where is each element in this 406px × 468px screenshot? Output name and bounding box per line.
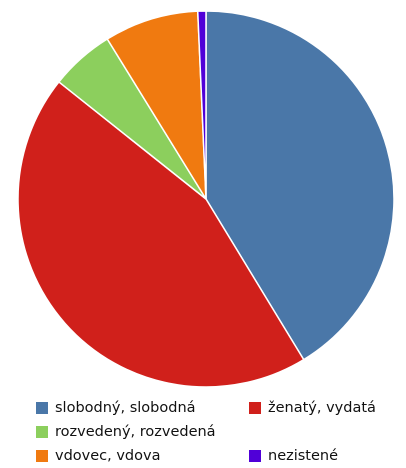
- slice-vdovec: [106, 10, 207, 200]
- legend-label-nezistene: nezistené: [268, 448, 339, 464]
- legend-item-rozvedeny: rozvedený, rozvedená: [36, 422, 216, 442]
- legend-label-rozvedeny: rozvedený, rozvedená: [55, 424, 216, 440]
- legend-label-vdovec: vdovec, vdova: [55, 448, 161, 464]
- legend-item-nezistene: nezistené: [249, 446, 338, 466]
- legend: slobodný, slobodná ženatý, vydatá rozved…: [0, 393, 406, 468]
- legend-swatch-zenaty: [249, 402, 261, 414]
- legend-swatch-vdovec: [36, 450, 48, 462]
- legend-label-zenaty: ženatý, vydatá: [268, 400, 376, 416]
- slice-nezistene: [196, 10, 207, 200]
- legend-swatch-nezistene: [249, 450, 261, 462]
- legend-item-slobodny: slobodný, slobodná: [36, 398, 196, 418]
- pie-chart: [17, 10, 395, 388]
- legend-item-zenaty: ženatý, vydatá: [249, 398, 376, 418]
- legend-swatch-slobodny: [36, 402, 48, 414]
- slice-slobodny: [205, 10, 395, 361]
- legend-label-slobodny: slobodný, slobodná: [55, 400, 196, 416]
- legend-item-vdovec: vdovec, vdova: [36, 446, 160, 466]
- slice-zenaty: [17, 81, 305, 388]
- legend-swatch-rozvedeny: [36, 426, 48, 438]
